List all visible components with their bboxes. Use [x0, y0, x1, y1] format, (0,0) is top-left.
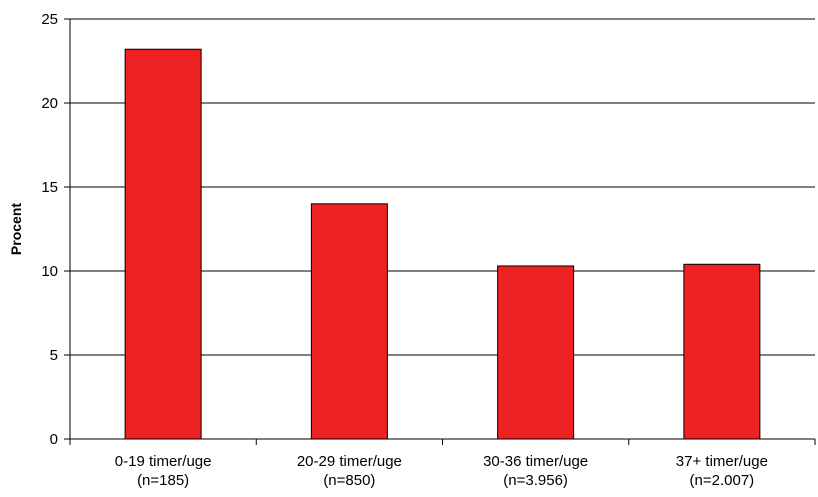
axes	[64, 18, 816, 445]
y-tick-label: 10	[41, 263, 58, 280]
x-category-label: 0-19 timer/uge	[115, 453, 212, 470]
y-tick-label: 5	[50, 347, 58, 364]
bar	[124, 48, 202, 440]
x-category-label: 30-36 timer/uge	[483, 453, 588, 470]
y-tick-labels: 0 5 10 15 20 25	[41, 11, 58, 448]
y-tick-label: 25	[41, 11, 58, 28]
x-category-label: 37+ timer/uge	[676, 453, 768, 470]
bar	[683, 263, 761, 440]
y-tick-label: 15	[41, 179, 58, 196]
y-axis-title: Procent	[8, 203, 24, 255]
x-category-label: (n=850)	[323, 472, 375, 489]
y-tick-label: 20	[41, 95, 58, 112]
x-category-label: (n=2.007)	[690, 472, 755, 489]
x-category-label: 20-29 timer/uge	[297, 453, 402, 470]
y-tick-label: 0	[50, 431, 58, 448]
bar	[497, 265, 575, 440]
bar	[310, 203, 388, 440]
x-tick-labels: 0-19 timer/uge (n=185) 20-29 timer/uge (n=8…	[115, 453, 768, 489]
x-category-label: (n=3.956)	[503, 472, 568, 489]
bars	[124, 48, 761, 440]
x-category-label: (n=185)	[137, 472, 189, 489]
